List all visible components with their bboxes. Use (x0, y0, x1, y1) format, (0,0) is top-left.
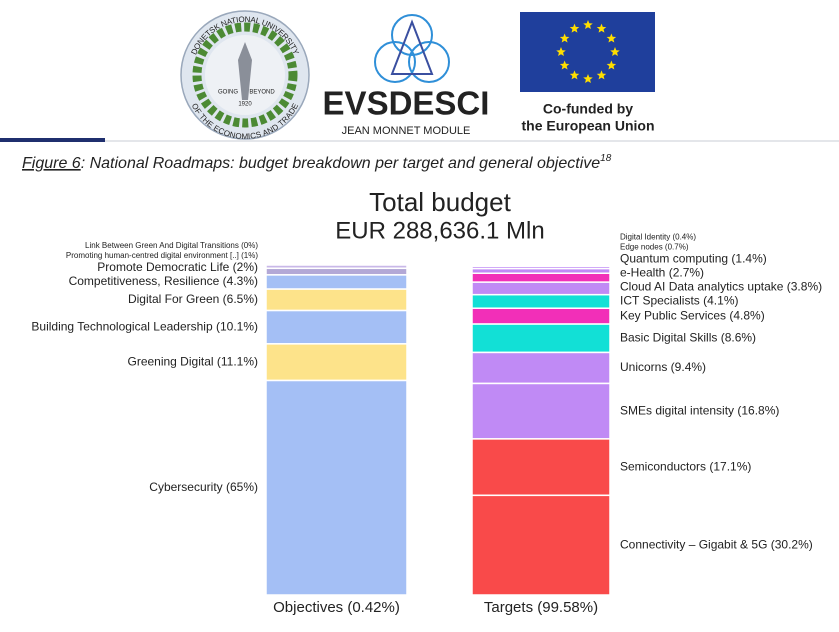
segment-label: Promote Democratic Life (2%) (97, 260, 258, 274)
laurel (192, 22, 298, 128)
segment-label: Promoting human-centred digital environm… (66, 251, 258, 260)
segment-label: Digital For Green (6.5%) (128, 292, 258, 306)
segment-label: e-Health (2.7%) (620, 266, 704, 280)
segment (265, 274, 408, 290)
segment-label: Link Between Green And Digital Transitio… (85, 241, 258, 250)
module-logo (374, 14, 450, 83)
segment (471, 323, 611, 354)
star (596, 23, 607, 33)
star (559, 33, 570, 43)
segment-label: Building Technological Leadership (10.1%… (31, 319, 258, 333)
segment (471, 272, 611, 283)
motto: BEYOND (249, 90, 275, 96)
segment-label: Greening Digital (11.1%) (127, 354, 258, 368)
segment-label: Unicorns (9.4%) (620, 360, 706, 374)
motto: GOING (218, 90, 238, 96)
segment (265, 343, 408, 382)
module-name: EVSDESCI (323, 85, 490, 122)
segment-label: ICT Specialists (4.1%) (620, 294, 738, 308)
column-label: Objectives (0.42%) (273, 599, 400, 616)
ring (408, 41, 450, 83)
star (559, 60, 570, 70)
segment (471, 351, 611, 385)
module-subtitle: JEAN MONNET MODULE (342, 125, 471, 137)
star (596, 70, 607, 80)
segment (471, 281, 611, 296)
star (556, 47, 566, 57)
star (610, 47, 620, 57)
segment (471, 438, 611, 497)
star (606, 33, 617, 43)
eu-text: the European Union (522, 118, 655, 134)
ring (391, 14, 433, 56)
segment (265, 267, 408, 276)
segment-label: Quantum computing (1.4%) (620, 252, 767, 266)
column-label: Targets (99.58%) (484, 599, 598, 616)
segment-label: Key Public Services (4.8%) (620, 308, 765, 322)
segment (265, 309, 408, 345)
segment-label: Cloud AI Data analytics uptake (3.8%) (620, 280, 822, 294)
rule (0, 138, 105, 142)
star (583, 20, 593, 30)
segment-label: Semiconductors (17.1%) (620, 459, 751, 473)
caption-figure: Figure 6 (22, 155, 81, 172)
segment-label: Edge nodes (0.7%) (620, 243, 689, 252)
chart-subtitle: EUR 288,636.1 Mln (335, 217, 544, 244)
star (583, 74, 593, 84)
star (606, 60, 617, 70)
segment-label: Cybersecurity (65%) (149, 480, 258, 494)
segment-label: Basic Digital Skills (8.6%) (620, 330, 756, 344)
segment (471, 494, 611, 596)
caption-text: : National Roadmaps: budget breakdown pe… (81, 155, 601, 172)
caption: Figure 6: National Roadmaps: budget brea… (22, 153, 612, 173)
segment-label: Connectivity – Gigabit & 5G (30.2%) (620, 537, 813, 551)
star (569, 70, 580, 80)
eu-logo (520, 12, 655, 92)
segment-label: SMEs digital intensity (16.8%) (620, 403, 779, 417)
footnote: 18 (600, 153, 612, 164)
segment (265, 379, 408, 596)
year: 1920 (238, 102, 252, 108)
chart-title: Total budget (369, 187, 511, 217)
stars (556, 20, 620, 84)
segment-label: Competitiveness, Resilience (4.3%) (69, 274, 258, 288)
segment (471, 293, 611, 309)
triangle (390, 19, 434, 75)
figure (238, 42, 252, 100)
segment-label: Digital Identity (0.4%) (620, 233, 696, 242)
university-logo: DONETSK NATIONAL UNIVERSITY OF THE ECONO… (180, 10, 310, 141)
segment (471, 307, 611, 325)
segment (265, 288, 408, 312)
star (569, 23, 580, 33)
ring (374, 41, 416, 83)
eu-text: Co-funded by (543, 101, 633, 117)
segment (471, 382, 611, 440)
